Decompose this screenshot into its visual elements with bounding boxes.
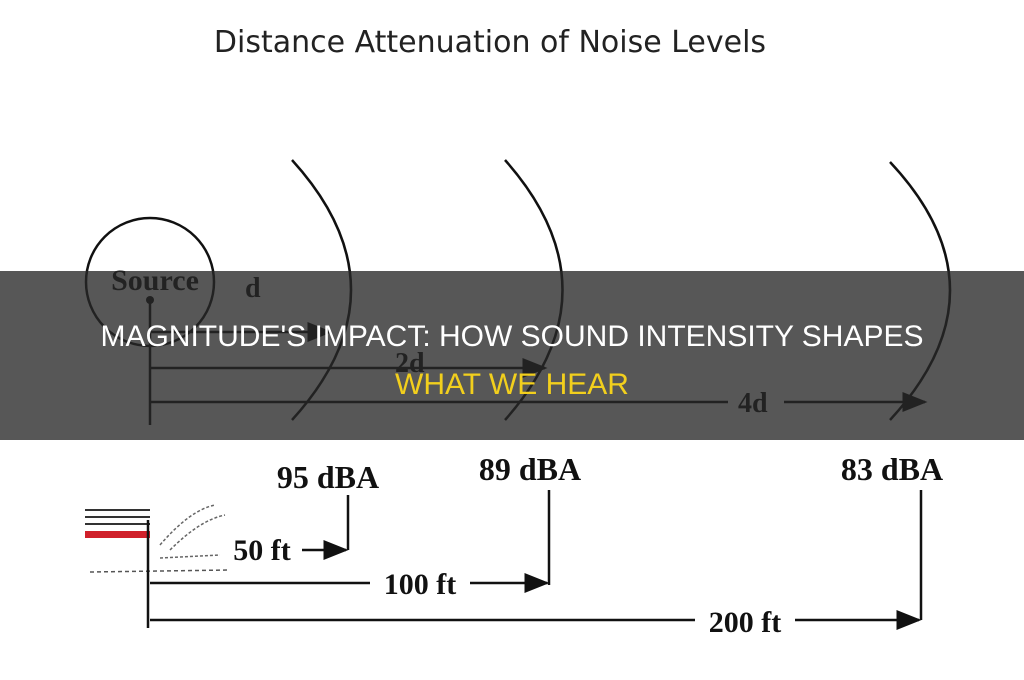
level-label: 95 dBA: [277, 459, 379, 495]
banner-title: MAGNITUDE'S IMPACT: HOW SOUND INTENSITY …: [100, 320, 923, 353]
level-label: 83 dBA: [841, 451, 943, 487]
level-label: 89 dBA: [479, 451, 581, 487]
distance-value: 50 ft: [233, 534, 290, 567]
building: [85, 504, 231, 573]
distance-value: 200 ft: [709, 606, 781, 639]
banner: [0, 271, 1024, 440]
banner-highlight: WHAT WE HEAR: [395, 368, 629, 401]
diagram-title: Distance Attenuation of Noise Levels: [214, 25, 766, 60]
distance-value: 100 ft: [384, 568, 456, 601]
